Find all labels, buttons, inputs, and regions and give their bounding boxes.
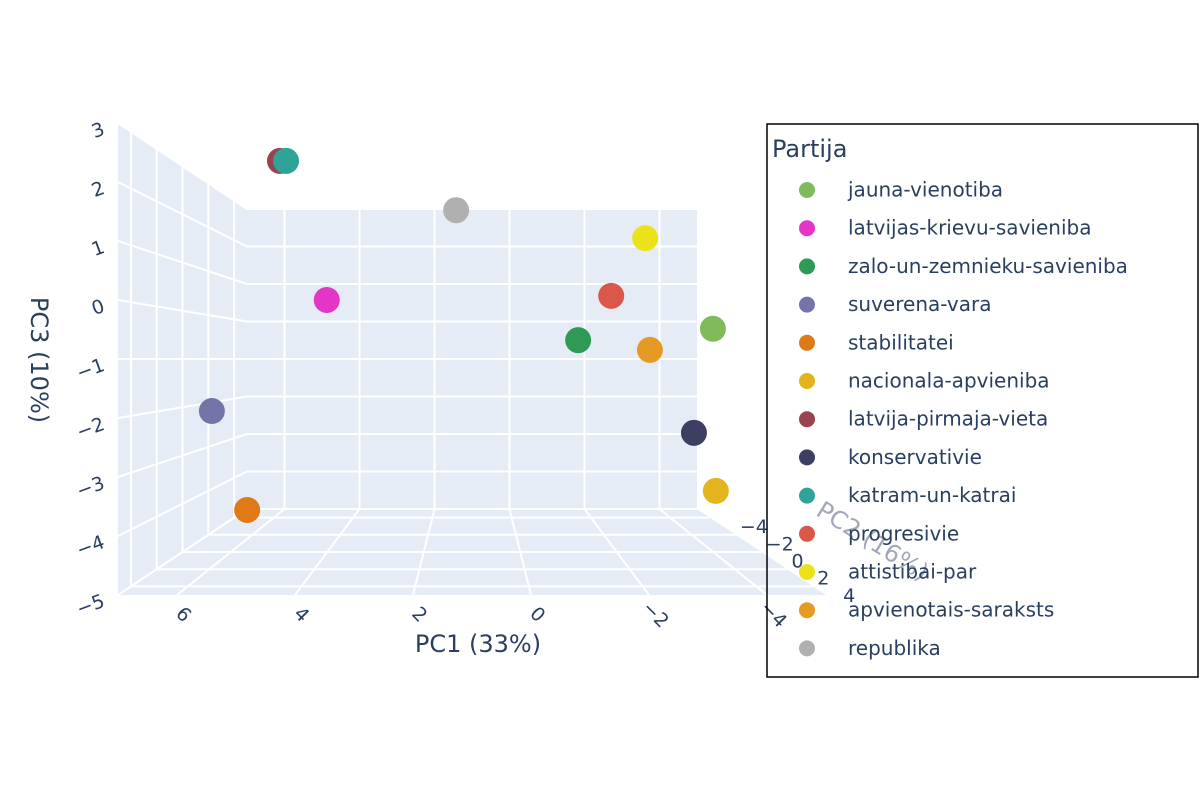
legend-label: republika — [848, 636, 941, 660]
point — [198, 398, 225, 425]
legend-marker — [799, 602, 815, 619]
legend-label: latvija-pirmaja-vieta — [848, 407, 1048, 431]
legend-marker — [799, 182, 815, 198]
x-tick-label: −4 — [756, 597, 791, 632]
legend-marker — [799, 487, 815, 504]
legend-marker — [799, 220, 815, 237]
z-tick-label: 2 — [89, 177, 108, 202]
x-tick-label: −2 — [638, 597, 673, 632]
legend-label: apvienotais-saraksts — [848, 598, 1054, 622]
point — [313, 286, 340, 313]
point — [632, 225, 659, 252]
point — [702, 477, 729, 504]
point — [234, 496, 261, 523]
legend-label: stabilitatei — [848, 330, 954, 354]
legend-label: nacionala-apvieniba — [848, 369, 1050, 393]
y-tick-label: 2 — [817, 568, 829, 590]
legend: Partija jauna-vienotiba latvijas-krievu-s… — [766, 123, 1199, 678]
x-tick-label: 0 — [525, 603, 549, 627]
z-tick-label: −3 — [74, 472, 108, 502]
legend-marker — [799, 525, 815, 542]
x-axis-title: PC1 (33%) — [415, 630, 541, 658]
legend-marker — [799, 411, 815, 428]
z-tick-label: 3 — [89, 118, 108, 143]
legend-marker — [799, 373, 815, 389]
legend-label: konservativie — [848, 445, 982, 469]
z-tick-label: −4 — [74, 531, 108, 561]
point — [443, 197, 470, 224]
legend-marker — [799, 334, 815, 351]
z-tick-label: 1 — [89, 236, 108, 261]
legend-marker — [799, 640, 815, 657]
y-tick-label: 0 — [792, 551, 804, 573]
legend-marker — [799, 296, 815, 313]
x-tick-label: 4 — [289, 603, 313, 627]
y-tick-label: 4 — [843, 585, 855, 607]
legend-label: progresivie — [848, 521, 959, 545]
y-tick-label: −4 — [740, 516, 768, 538]
legend-marker — [799, 258, 815, 275]
legend-label: katram-un-katrai — [848, 483, 1016, 507]
z-tick-label: −2 — [74, 413, 108, 443]
y-tick-label: −2 — [766, 533, 794, 555]
legend-title: Partija — [772, 135, 847, 163]
z-axis-title: PC3 (10%) — [25, 297, 53, 423]
legend-marker — [799, 564, 815, 580]
legend-label: suverena-vara — [848, 292, 992, 316]
point — [273, 147, 300, 174]
point — [565, 327, 592, 354]
z-tick-label: −1 — [74, 354, 108, 384]
legend-label: zalo-un-zemnieku-savieniba — [848, 254, 1128, 278]
z-tick-label: −5 — [74, 590, 108, 620]
point — [699, 315, 726, 342]
point — [636, 336, 663, 363]
legend-label: attistibai-par — [848, 560, 977, 584]
x-tick-label: 6 — [171, 603, 195, 627]
z-tick-label: 0 — [89, 295, 108, 320]
point — [598, 282, 625, 309]
legend-marker — [799, 449, 815, 466]
x-tick-label: 2 — [407, 603, 431, 627]
legend-box — [766, 123, 1199, 678]
legend-label: jauna-vienotiba — [847, 178, 1003, 202]
point — [680, 419, 707, 446]
legend-label: latvijas-krievu-savieniba — [848, 216, 1091, 240]
